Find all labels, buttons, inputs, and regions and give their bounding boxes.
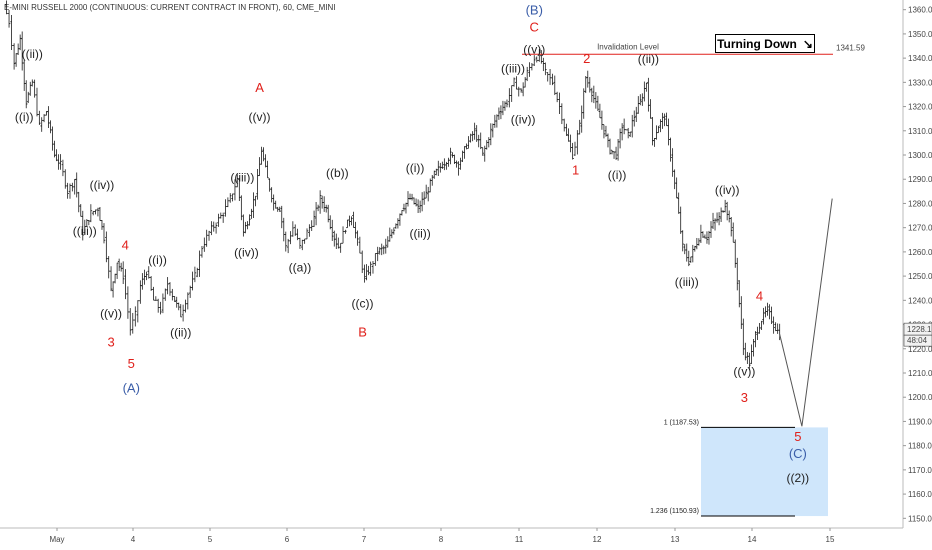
last-price-label: 1228.1 <box>907 325 932 334</box>
x-tick-label: 12 <box>593 535 602 544</box>
y-tick-label: 1310.0 <box>908 127 932 136</box>
x-tick-label: 8 <box>439 535 444 544</box>
wave-label: ((b)) <box>326 166 349 180</box>
wave-label: C <box>530 19 539 34</box>
y-tick-label: 1260.0 <box>908 248 932 257</box>
y-tick-label: 1300.0 <box>908 151 932 160</box>
wave-labels-group: ((ii))((i))((iv))((iii))4((v))35(A)((i))… <box>15 3 809 485</box>
countdown-label: 48:04 <box>907 336 928 345</box>
wave-label: ((iv)) <box>715 183 740 197</box>
wave-label: 1 <box>572 162 579 177</box>
wave-label: 3 <box>107 334 114 349</box>
wave-label: (C) <box>789 446 807 461</box>
y-tick-label: 1330.0 <box>908 78 932 87</box>
y-tick-label: 1170.0 <box>908 466 932 475</box>
wave-label: ((iv)) <box>234 246 259 260</box>
wave-label: 5 <box>794 429 801 444</box>
y-tick-label: 1290.0 <box>908 175 932 184</box>
y-tick-label: 1280.0 <box>908 199 932 208</box>
wave-label: ((v)) <box>249 110 271 124</box>
x-tick-label: 13 <box>671 535 680 544</box>
x-tick-label: May <box>49 535 64 544</box>
x-tick-label: 5 <box>208 535 213 544</box>
x-tick-label: 6 <box>285 535 290 544</box>
invalidation-value: 1341.59 <box>836 43 865 52</box>
y-tick-label: 1270.0 <box>908 224 932 233</box>
y-tick-label: 1340.0 <box>908 54 932 63</box>
wave-label: ((i)) <box>406 161 425 175</box>
x-tick-label: 14 <box>748 535 757 544</box>
wave-label: ((iii)) <box>230 171 254 185</box>
wave-label: 4 <box>122 237 129 252</box>
y-tick-label: 1350.0 <box>908 30 932 39</box>
price-bars-group <box>5 0 781 371</box>
x-tick-label: 15 <box>826 535 835 544</box>
wave-label: ((iv)) <box>90 178 115 192</box>
wave-label: B <box>358 325 367 340</box>
wave-label: ((ii)) <box>170 326 191 340</box>
wave-label: ((a)) <box>289 260 312 274</box>
wave-label: ((2)) <box>787 471 810 485</box>
wave-label: ((iv)) <box>511 113 536 127</box>
y-tick-label: 1250.0 <box>908 272 932 281</box>
target-zone-box <box>701 427 828 517</box>
wave-label: ((v)) <box>523 42 545 56</box>
target-zone-group: 1 (1187.53) 1.236 (1150.93) <box>650 419 828 517</box>
wave-label: A <box>255 80 264 95</box>
y-tick-label: 1240.0 <box>908 296 932 305</box>
wave-label: (B) <box>526 3 543 18</box>
wave-label: ((i)) <box>148 253 167 267</box>
wave-label: (A) <box>123 380 140 395</box>
wave-label: 4 <box>756 288 763 303</box>
wave-label: ((i)) <box>608 168 627 182</box>
turning-down-badge: Turning Down ↘ <box>715 34 815 53</box>
wave-label: ((v)) <box>733 364 755 378</box>
x-tick-label: 4 <box>131 535 136 544</box>
y-tick-label: 1160.0 <box>908 490 932 499</box>
wave-label: 3 <box>741 390 748 405</box>
wave-label: ((ii)) <box>22 47 43 61</box>
wave-label: ((iii)) <box>73 224 97 238</box>
wave-label: 2 <box>583 51 590 66</box>
y-tick-label: 1150.0 <box>908 514 932 523</box>
trend-down-arrow-icon: ↘ <box>802 36 813 51</box>
turning-down-label: Turning Down <box>717 36 797 51</box>
x-tick-label: 7 <box>362 535 367 544</box>
wave-label: ((c)) <box>352 297 374 311</box>
y-tick-label: 1190.0 <box>908 417 932 426</box>
target-zone-lower-label: 1.236 (1150.93) <box>650 508 699 515</box>
invalidation-group: Invalidation Level 1341.59 <box>522 42 865 55</box>
projection-group <box>779 198 833 427</box>
y-tick-label: 1180.0 <box>908 442 932 451</box>
chart-title: E-MINI RUSSELL 2000 (CONTINUOUS: CURRENT… <box>4 3 336 12</box>
projection-path <box>779 198 833 427</box>
target-zone-upper-label: 1 (1187.53) <box>664 419 699 426</box>
wave-label: ((i)) <box>15 110 34 124</box>
y-tick-label: 1220.0 <box>908 345 932 354</box>
wave-label: 5 <box>128 356 135 371</box>
wave-label: ((ii)) <box>638 52 659 66</box>
y-tick-label: 1200.0 <box>908 393 932 402</box>
countdown-box <box>903 334 932 347</box>
y-tick-label: 1360.0 <box>908 6 932 15</box>
invalidation-label: Invalidation Level <box>597 42 659 51</box>
wave-label: ((iii)) <box>501 62 525 76</box>
y-tick-label: 1320.0 <box>908 103 932 112</box>
wave-label: ((ii)) <box>409 226 430 240</box>
y-tick-label: 1210.0 <box>908 369 932 378</box>
wave-label: ((v)) <box>100 306 122 320</box>
x-tick-label: 11 <box>515 535 524 544</box>
wave-label: ((iii)) <box>675 275 699 289</box>
